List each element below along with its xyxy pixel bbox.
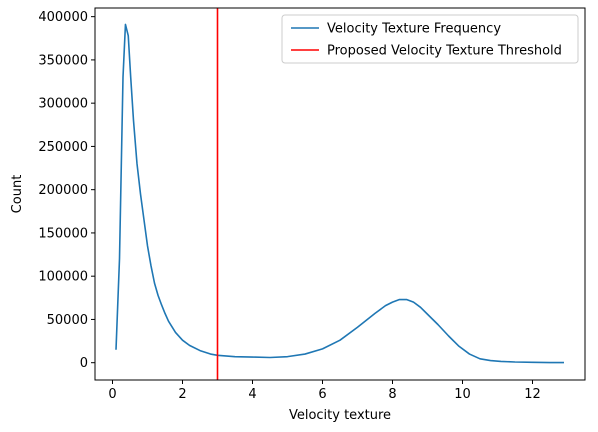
x-tick-label: 6 [318, 387, 326, 402]
x-axis-ticks: 0 2 4 6 8 10 12 [108, 380, 541, 402]
axes-frame [94, 7, 586, 381]
y-tick-label: 50000 [47, 313, 88, 328]
plot-area [115, 8, 565, 380]
legend-box [281, 14, 579, 64]
y-tick-label: 400000 [38, 10, 88, 25]
y-tick-label: 200000 [38, 183, 88, 198]
x-tick-label: 12 [524, 387, 541, 402]
y-tick-label: 250000 [38, 140, 88, 155]
x-tick-label: 0 [108, 387, 116, 402]
y-tick-label: 100000 [38, 270, 88, 285]
series-line-frequency [115, 23, 565, 364]
x-tick-label: 10 [454, 387, 471, 402]
x-axis-label: Velocity texture [289, 408, 391, 423]
legend-label-threshold: Proposed Velocity Texture Threshold [327, 44, 562, 59]
y-tick-label: 350000 [38, 53, 88, 68]
x-tick-label: 2 [178, 387, 186, 402]
y-tick-label: 150000 [38, 226, 88, 241]
y-axis-ticks: 0 50000 100000 150000 200000 250000 300000 3500… [38, 10, 95, 371]
x-tick-label: 4 [248, 387, 256, 402]
x-tick-label: 8 [388, 387, 396, 402]
y-axis-label: Count [10, 175, 25, 214]
y-tick-label: 0 [80, 356, 88, 371]
legend: Velocity Texture Frequency Proposed Velo… [281, 14, 579, 64]
legend-label-frequency: Velocity Texture Frequency [327, 22, 501, 37]
y-tick-label: 300000 [38, 97, 88, 112]
